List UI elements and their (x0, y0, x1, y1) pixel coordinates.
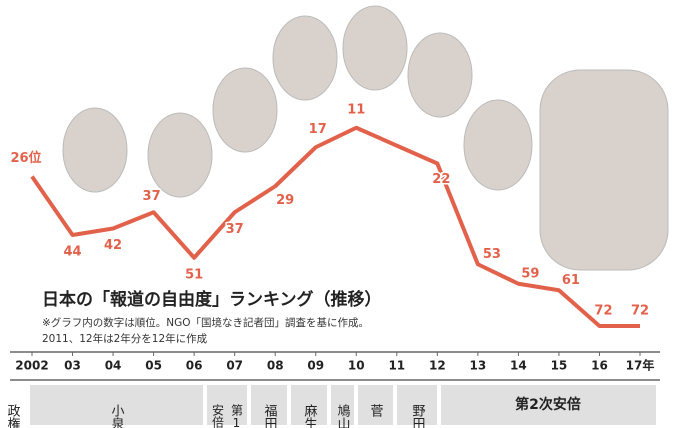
portrait (212, 67, 278, 153)
data-label: 72 (631, 304, 649, 319)
data-label: 44 (63, 245, 81, 260)
data-label: 37 (143, 189, 161, 204)
note: 2011、12年は2年分を12年に作成 (42, 332, 208, 345)
line (30, 125, 640, 328)
x-tick-label: 09 (307, 359, 324, 373)
data-label: 37 (226, 222, 244, 237)
gov-box (30, 385, 203, 425)
x-tick-label: 04 (105, 359, 122, 373)
data-label: 53 (483, 247, 501, 262)
portrait (147, 112, 213, 198)
portrait (62, 107, 128, 193)
gov-label: 安倍 (211, 403, 225, 428)
gov-label: 菅 (368, 404, 384, 418)
gov-label: 野田 (410, 404, 426, 428)
gov-header: 政権 (5, 404, 21, 428)
gov-label: 鳩山 (335, 404, 351, 428)
gov-box (441, 385, 656, 425)
portrait (539, 69, 669, 271)
x-tick-label: 12 (429, 359, 446, 373)
x-tick-label: 10 (348, 359, 365, 373)
gov-box (251, 385, 287, 425)
data-label: 61 (562, 273, 580, 288)
data-label: 51 (185, 267, 203, 282)
x-tick-label: 11 (388, 359, 405, 373)
x-tick-label: 13 (470, 359, 487, 373)
data-label: 17 (309, 122, 327, 137)
data-label: 29 (276, 193, 294, 208)
gov-box (358, 385, 393, 425)
x-tick-label: 07 (226, 359, 243, 373)
gov-label: 小泉 (109, 404, 125, 428)
x-tick-label: 16 (591, 359, 608, 373)
note: ※グラフ内の数字は順位。NGO「国境なき記者団」調査を基に作成。 (42, 316, 369, 329)
gov-box (397, 385, 437, 425)
x-tick-label: 17年 (626, 358, 655, 373)
chart-title: 日本の「報道の自由度」ランキング（推移） (42, 289, 382, 310)
x-tick-label: 03 (64, 359, 81, 373)
gov-label: 麻生 (302, 404, 318, 428)
gov-box (291, 385, 327, 425)
gov-label: 福田 (262, 404, 278, 428)
data-label: 59 (521, 266, 539, 281)
data-label: 22 (432, 172, 450, 187)
x-tick-label: 2002 (15, 359, 48, 373)
portraits (62, 5, 669, 271)
portrait (272, 15, 338, 101)
portrait (463, 99, 533, 191)
data-label: 26位 (10, 150, 41, 166)
portrait (407, 32, 473, 118)
government-row (30, 385, 656, 425)
data-label: 72 (594, 304, 612, 319)
gov-box (331, 385, 354, 425)
data-label: 11 (347, 102, 365, 117)
gov-label: 第1次 (230, 404, 244, 428)
data-label: 42 (104, 238, 122, 253)
x-tick-label: 14 (510, 359, 527, 373)
x-tick-label: 06 (186, 359, 203, 373)
x-tick-label: 08 (267, 359, 284, 373)
x-tick-label: 05 (145, 359, 162, 373)
gov-label: 第2次安倍 (515, 396, 581, 413)
gov-box (207, 385, 247, 425)
portrait (342, 5, 408, 91)
x-tick-label: 15 (551, 359, 568, 373)
